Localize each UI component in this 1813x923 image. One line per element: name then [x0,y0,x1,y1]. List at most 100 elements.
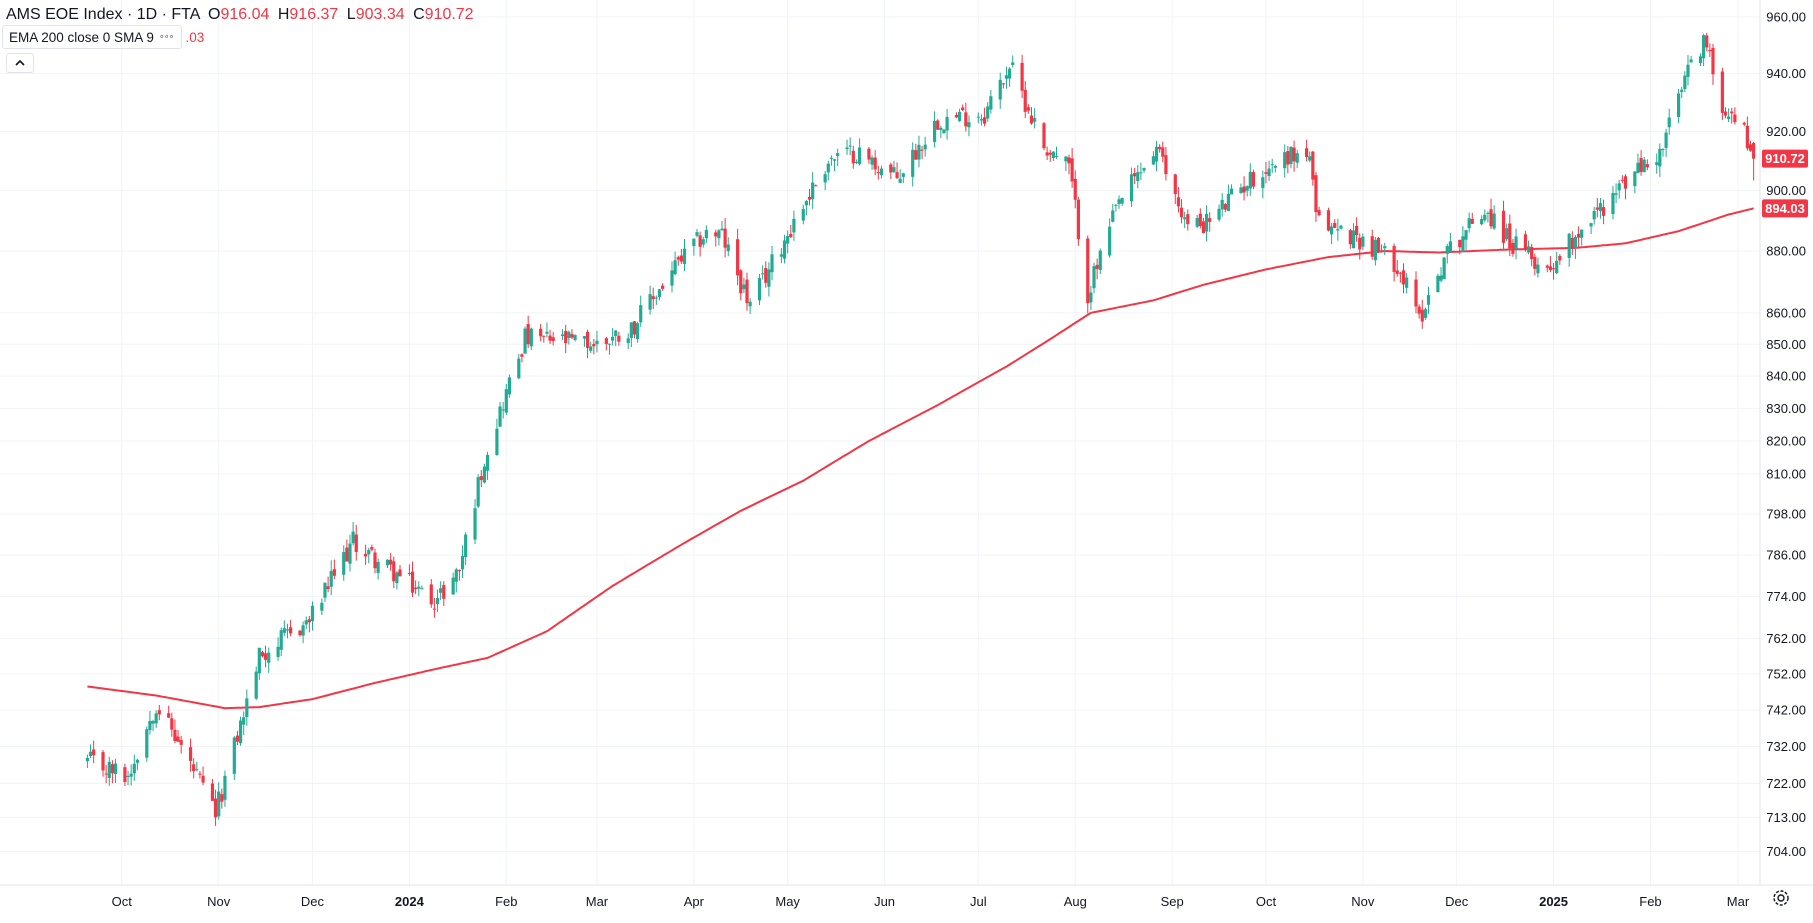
candle-body [173,729,177,741]
candle-body [1292,147,1296,162]
candle-body [889,164,893,173]
price-axis[interactable]: 980.00960.00940.00920.00900.00880.00860.… [1766,0,1806,859]
candle [592,338,596,355]
candle [1370,229,1374,260]
candle-body [585,331,590,348]
candle-body [1702,35,1706,59]
candle [879,165,884,179]
candle-body [460,555,465,570]
candle-body [779,254,784,257]
candle-body [276,646,280,657]
candle-body [1051,151,1055,159]
candle-body [826,163,830,173]
more-dots-icon[interactable]: ◦◦◦ [159,31,175,43]
candle-body [329,570,333,587]
high-label: H [277,6,290,23]
candle-body [1464,230,1468,240]
candle [1026,104,1030,114]
candle-body [1136,172,1140,182]
candle-body [1064,156,1068,162]
candle [1161,141,1165,163]
candle [157,704,161,721]
candle-body [1308,156,1312,161]
symbol-title[interactable]: AMS EOE Index · 1D · FTA [6,6,200,23]
candle [92,740,96,764]
candle-body [692,238,696,247]
candle [986,102,990,122]
indicator-legend[interactable]: EMA 200 close 0 SMA 9 ◦◦◦ [2,25,182,49]
candle-body [632,321,637,335]
candle-body [967,122,971,128]
candle-body [1680,89,1684,93]
candle-body [1267,168,1271,177]
candle [695,228,699,238]
candle-body [1114,204,1118,206]
candle-body [804,201,809,206]
candle-body [1004,75,1009,79]
open-label: O [207,6,221,23]
x-tick-label: Mar [1727,894,1750,909]
candle [1470,212,1474,225]
candle-body [1533,257,1537,269]
candle [1680,86,1684,99]
candle [1183,211,1187,229]
candle [1545,264,1549,273]
candle [542,335,546,343]
candle-body [1251,172,1256,187]
candle [914,143,918,160]
close-label: C [413,6,425,23]
candle-body [770,254,774,273]
candle-body [1723,111,1728,116]
candle-body [1042,123,1046,149]
candle-body [1314,175,1318,213]
candle-body [1273,165,1277,168]
candle-body [88,751,93,756]
chart-settings-button[interactable] [1771,888,1791,908]
y-tick-label: 798.00 [1766,507,1806,522]
candle [1033,108,1037,129]
open-value: 916.04 [220,6,270,23]
candle [1273,164,1277,173]
candle [676,255,680,266]
candle-body [523,328,527,354]
candle [1111,203,1115,223]
candle-body [976,116,980,118]
candle-body [573,335,577,340]
candle [1598,197,1603,219]
candle-body [701,239,705,245]
candle [310,601,315,631]
candle-body [1073,178,1077,200]
candle [1067,154,1071,175]
candle-body [1705,35,1709,48]
candle [1417,304,1421,319]
y-tick-label: 920.00 [1766,124,1806,139]
candle [1467,212,1471,233]
candle-body [635,323,640,340]
candle-body [210,783,215,801]
candle-body [854,161,859,163]
candle-body [1358,237,1362,250]
candle [1261,170,1265,199]
candle-body [479,476,483,481]
candle-body [1536,264,1540,274]
candle [148,710,152,735]
x-tick-label: Apr [684,894,705,909]
indicator-value: .03 [185,29,205,45]
candle-body [720,228,724,231]
candle [801,204,805,225]
candle [451,572,455,595]
candle-body [1623,176,1628,189]
candle-body [1395,270,1399,274]
x-tick-label: 2024 [395,894,425,909]
x-tick-label: Nov [1351,894,1375,909]
time-axis[interactable]: Oct Nov Dec 2024 Feb Mar Apr May Jun Jul Aug Sep Oct… [112,894,1750,909]
candle-body [1508,223,1512,249]
candle-body [595,340,599,345]
candle-body [654,297,658,299]
collapse-legend-button[interactable] [6,53,34,73]
candle-body [1154,146,1159,162]
candle-body [188,747,193,761]
candle-body [857,147,862,165]
